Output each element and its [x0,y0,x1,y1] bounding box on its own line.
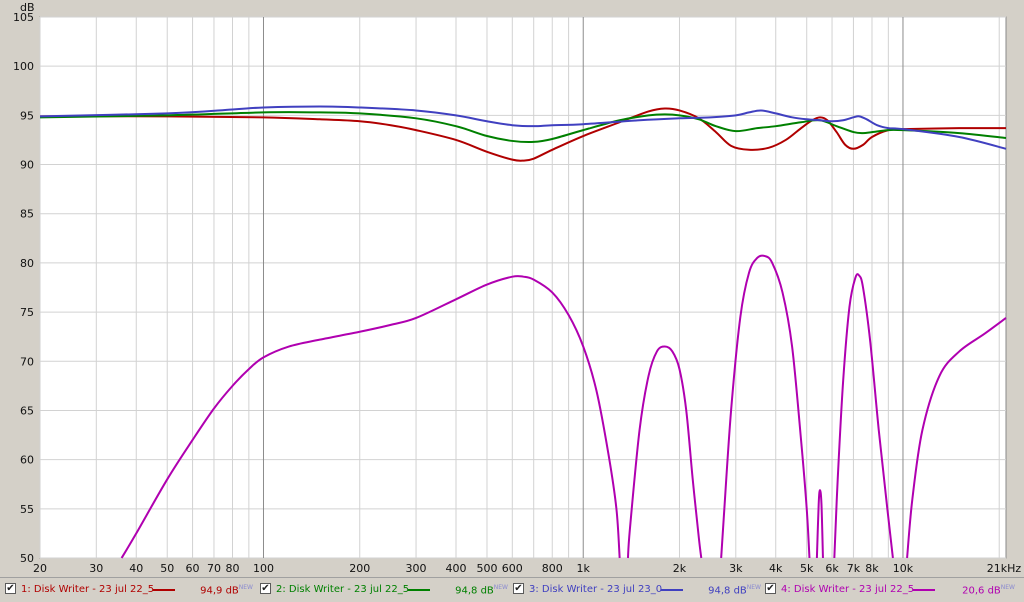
series-line-4 [906,317,1007,559]
legend-line-4 [913,589,935,591]
x-tick-label: 40 [129,562,143,575]
y-tick-label: 80 [20,257,34,270]
legend-checkbox-3[interactable]: ✔ [513,583,524,594]
legend-value-2: 94,8 dBNEW [448,584,508,596]
y-tick-label: 95 [20,109,34,122]
legend-value-4: 20,6 dBNEW [955,584,1015,596]
legend-item-4[interactable]: ✔ 4: Disk Writer - 23 jul 22_5 20,6 dBNE… [765,582,1015,598]
legend-label-4: 4: Disk Writer - 23 jul 22_5 [781,584,915,595]
series-line-4 [626,345,703,559]
x-tick-label: 6k [825,562,839,575]
x-tick-label: 5k [800,562,814,575]
series-line-4 [833,273,894,559]
x-tick-label: 21kHz [987,562,1022,575]
y-tick-label: 60 [20,454,34,467]
legend-value-text-3: 94,8 dB [708,585,747,597]
series-line-1 [39,107,1007,162]
series-layer [39,105,1007,559]
series-line-4 [120,274,621,559]
legend-badge-1: NEW [238,584,253,591]
plot-area [39,16,1007,559]
x-tick-label: 500 [476,562,497,575]
x-tick-label: 1k [577,562,591,575]
legend-line-3 [661,589,683,591]
series-line-3 [39,105,1007,150]
legend-checkbox-2[interactable]: ✔ [260,583,271,594]
x-tick-label: 2k [673,562,687,575]
legend-badge-2: NEW [493,584,508,591]
legend-label-2: 2: Disk Writer - 23 jul 22_5 [276,584,410,595]
legend-label-3: 3: Disk Writer - 23 jul 23_0 [529,584,663,595]
y-tick-label: 90 [20,159,34,172]
x-tick-label: 3k [729,562,743,575]
series-line-4 [720,254,811,559]
y-tick-label: 70 [20,355,34,368]
x-tick-label: 7k [847,562,861,575]
y-axis-ticks: 105 100 95 90 85 80 75 70 65 60 55 50 [13,11,34,565]
x-tick-label: 60 [186,562,200,575]
x-tick-label: 50 [160,562,174,575]
y-tick-label: 75 [20,306,34,319]
legend-label-1: 1: Disk Writer - 23 jul 22_5 [21,584,155,595]
legend-line-1 [153,589,175,591]
x-tick-label: 30 [89,562,103,575]
x-tick-label: 400 [445,562,466,575]
x-tick-label: 70 [207,562,221,575]
x-tick-label: 100 [253,562,274,575]
x-tick-label: 300 [406,562,427,575]
series-line-4 [815,489,824,559]
legend-value-text-4: 20,6 dB [962,585,1001,597]
y-tick-label: 50 [20,552,34,565]
legend-checkbox-4[interactable]: ✔ [765,583,776,594]
legend-value-text-1: 94,9 dB [200,585,239,597]
grid-minor [39,16,1006,559]
legend-value-1: 94,9 dBNEW [193,584,253,596]
y-tick-label: 55 [20,503,34,516]
legend-value-3: 94,8 dBNEW [701,584,761,596]
frequency-response-chart: 20 30 40 50 60 70 80 100 200 300 400 500 600 800 1k 2k 3… [13,1,1021,575]
legend-bar: ✔ 1: Disk Writer - 23 jul 22_5 94,9 dBNE… [0,577,1024,602]
legend-badge-3: NEW [746,584,761,591]
x-tick-label: 4k [769,562,783,575]
x-tick-label: 80 [226,562,240,575]
x-tick-label: 200 [349,562,370,575]
x-tick-label: 20 [33,562,47,575]
legend-item-1[interactable]: ✔ 1: Disk Writer - 23 jul 22_5 94,9 dBNE… [5,582,253,598]
x-tick-label: 8k [865,562,879,575]
legend-item-3[interactable]: ✔ 3: Disk Writer - 23 jul 23_0 94,8 dBNE… [513,582,761,598]
series-line-2 [39,111,1007,144]
y-tick-label: 65 [20,404,34,417]
y-axis-label: dB [20,1,35,14]
y-tick-label: 100 [13,60,34,73]
legend-item-2[interactable]: ✔ 2: Disk Writer - 23 jul 22_5 94,8 dBNE… [260,582,508,598]
y-tick-label: 85 [20,208,34,221]
legend-value-text-2: 94,8 dB [455,585,494,597]
x-tick-label: 600 [502,562,523,575]
x-tick-label: 10k [893,562,914,575]
x-tick-label: 800 [542,562,563,575]
legend-checkbox-1[interactable]: ✔ [5,583,16,594]
legend-line-2 [408,589,430,591]
y-tick-label: 105 [13,11,34,24]
x-axis-ticks: 20 30 40 50 60 70 80 100 200 300 400 500 600 800 1k 2k 3… [33,562,1021,575]
legend-badge-4: NEW [1000,584,1015,591]
